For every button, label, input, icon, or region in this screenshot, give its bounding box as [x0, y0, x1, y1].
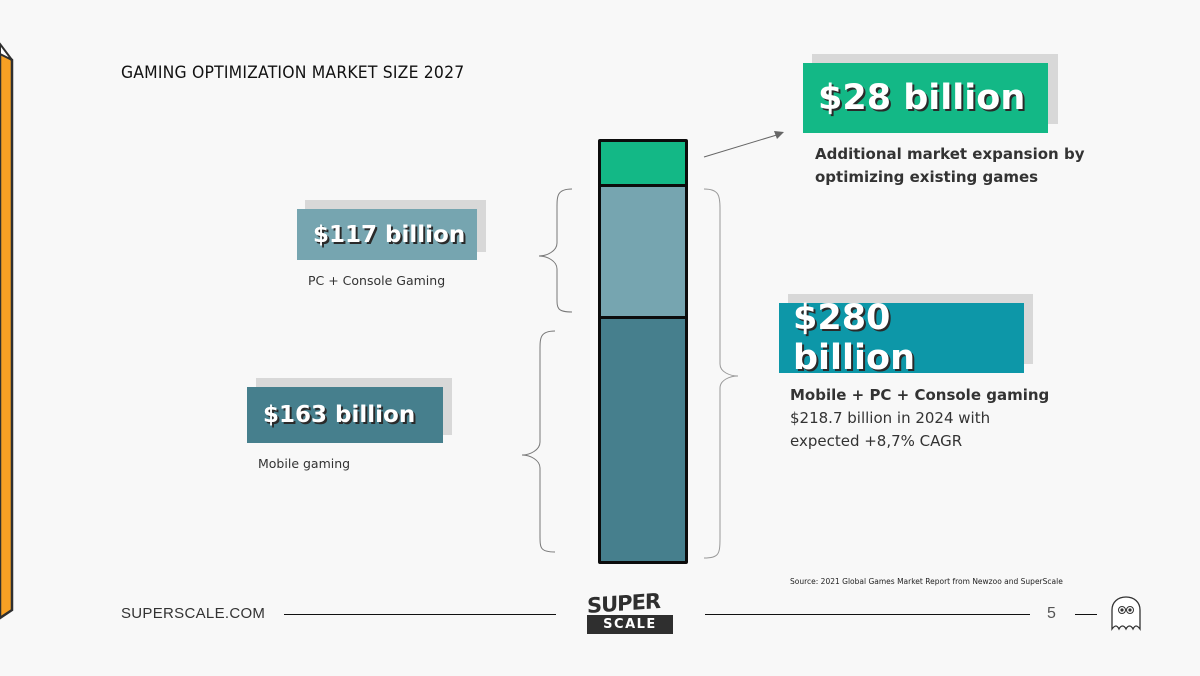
- logo-line1: SUPER: [587, 588, 661, 619]
- brace-total: [703, 188, 739, 559]
- arrow-icon: [703, 131, 784, 158]
- total-value: $280 billion: [793, 298, 916, 378]
- source-note: Source: 2021 Global Games Market Report …: [790, 577, 1063, 586]
- slide-title: GAMING OPTIMIZATION MARKET SIZE 2027: [121, 63, 465, 83]
- footer-url[interactable]: SUPERSCALE.COM: [121, 605, 266, 622]
- footer-divider-right: [705, 614, 1030, 615]
- additional-description: Additional market expansion by optimizin…: [815, 143, 1084, 189]
- ghost-icon: [1111, 596, 1141, 631]
- mobile-value: $163 billion: [263, 402, 416, 428]
- additional-line2: optimizing existing games: [815, 168, 1039, 186]
- pc-console-value-card: $117 billion: [297, 209, 477, 260]
- page-number: 5: [1047, 605, 1056, 622]
- total-value-card: $280 billion: [779, 298, 1024, 378]
- bar-segment-mobile: [598, 316, 688, 564]
- total-line1: $218.7 billion in 2024 with: [790, 409, 991, 427]
- total-line2: expected +8,7% CAGR: [790, 432, 963, 450]
- footer-dash: [1075, 614, 1097, 615]
- mobile-label: Mobile gaming: [258, 456, 351, 471]
- total-label: Mobile + PC + Console gaming: [790, 386, 1050, 404]
- mobile-value-card: $163 billion: [247, 387, 443, 443]
- bar-segment-additional: [598, 139, 688, 187]
- pc-console-label: PC + Console Gaming: [308, 273, 446, 288]
- additional-value-card: $28 billion: [803, 63, 1048, 133]
- logo-line2: SCALE: [587, 615, 673, 634]
- footer-divider-left: [284, 614, 556, 615]
- superscale-logo: SUPER SCALE: [587, 588, 673, 638]
- brace-mobile: [521, 330, 556, 553]
- orange-block-decoration: [0, 42, 14, 620]
- additional-value: $28 billion: [818, 78, 1026, 118]
- pc-console-value: $117 billion: [313, 221, 466, 248]
- additional-line1: Additional market expansion by: [815, 145, 1085, 163]
- bar-segment-pc-console: [598, 184, 688, 320]
- brace-pc-console: [538, 188, 573, 313]
- total-description: Mobile + PC + Console gaming $218.7 bill…: [790, 384, 1049, 453]
